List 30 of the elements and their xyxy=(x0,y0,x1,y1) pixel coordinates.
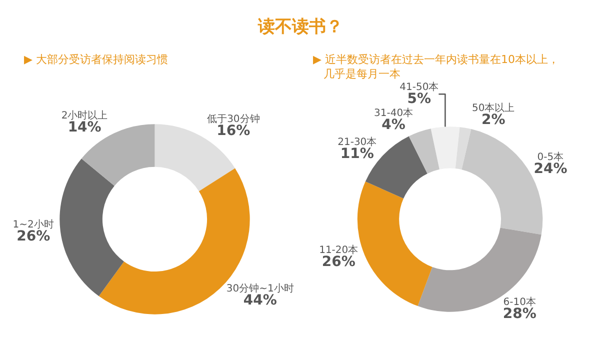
donut-slice xyxy=(430,126,460,170)
data-label: 44% xyxy=(243,292,277,308)
donut-slice xyxy=(455,127,472,170)
data-label: 26% xyxy=(16,228,50,244)
data-label: 4% xyxy=(382,117,406,134)
donut-slice xyxy=(408,128,440,174)
data-label: 26% xyxy=(322,254,356,270)
donut-slice xyxy=(60,158,124,296)
data-label: 5% xyxy=(407,91,432,108)
data-label: 2% xyxy=(481,112,506,128)
chart-title: 读不读书？ xyxy=(257,17,343,37)
chart-subtitle: ▶ 大部分受访者保持阅读习惯 xyxy=(24,53,168,66)
slice-label: 2小时以上 xyxy=(61,110,108,122)
slice-label: 21-30本 xyxy=(338,136,377,148)
slice-label: 0-5本 xyxy=(537,150,564,163)
slice-label: 41-50本 xyxy=(400,81,439,94)
data-label: 11% xyxy=(340,146,374,162)
data-label: 14% xyxy=(68,120,102,136)
data-label: 24% xyxy=(534,160,568,177)
slice-label: 1~2小时 xyxy=(12,218,54,230)
donut-slice xyxy=(357,182,432,306)
data-label: 16% xyxy=(216,122,250,139)
data-label: 28% xyxy=(502,306,536,322)
slice-label: 11-20本 xyxy=(319,244,358,256)
slice-label: 低于30分钟 xyxy=(207,112,260,125)
slice-label: 30分钟~1小时 xyxy=(226,282,294,294)
chart-subtitle: ▶ 近半数受访者在过去一年内读书量在10本以上，几乎是每月一本 xyxy=(313,53,559,80)
slice-label: 6-10本 xyxy=(503,296,536,308)
slice-label: 31-40本 xyxy=(374,107,414,120)
slice-label: 50本以上 xyxy=(472,102,515,114)
